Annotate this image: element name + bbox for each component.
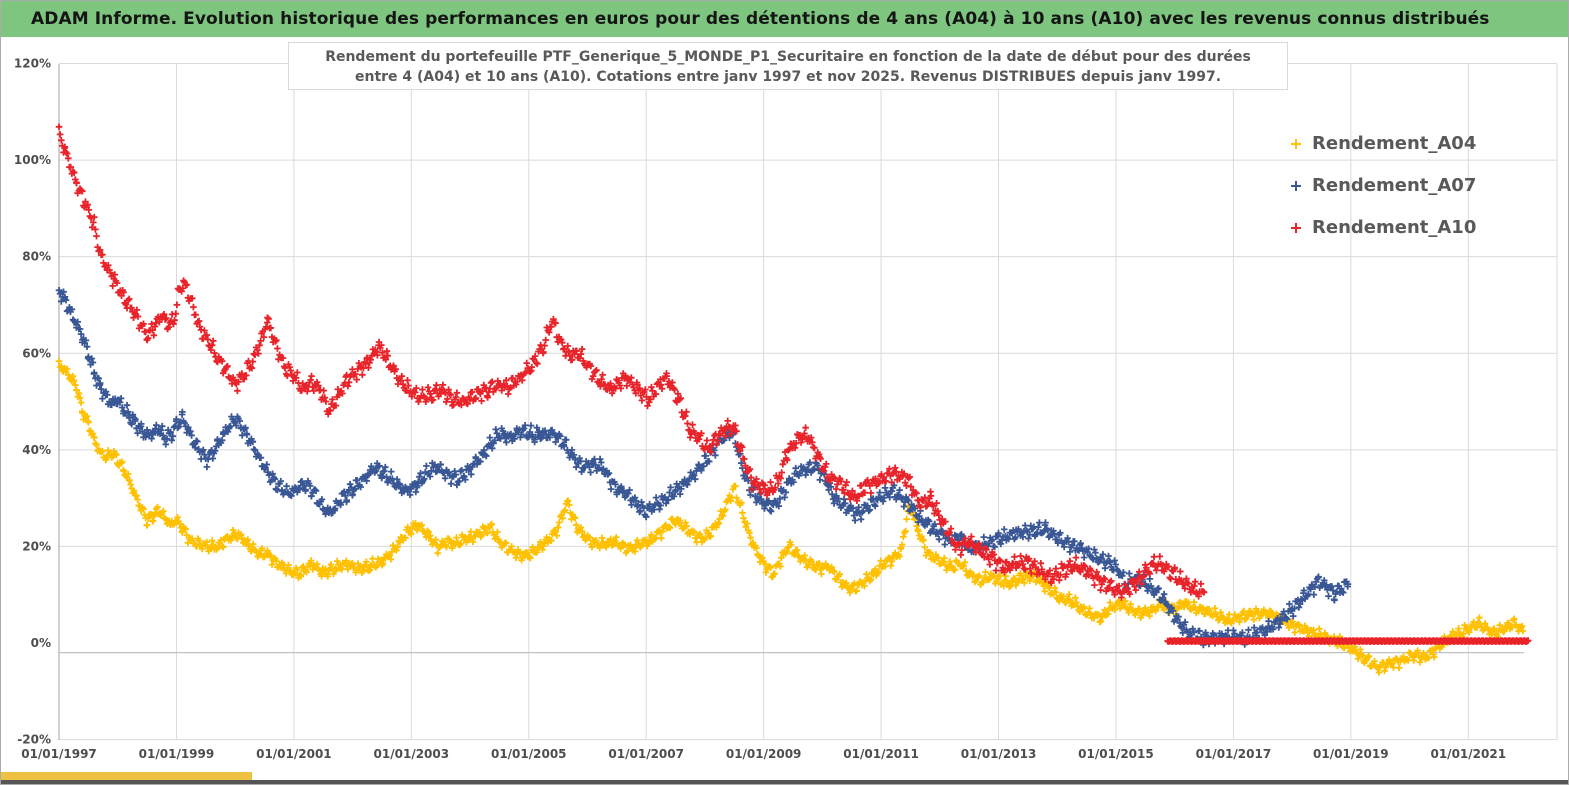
x-tick-label: 01/01/2015 (1078, 747, 1154, 761)
report-title: ADAM Informe. Evolution historique des p… (31, 9, 1490, 29)
x-tick-label: 01/01/2009 (726, 747, 802, 761)
y-tick-label: 120% (14, 57, 51, 71)
chart-title-box: Rendement du portefeuille PTF_Generique_… (288, 42, 1288, 90)
y-tick-label: 60% (22, 346, 51, 360)
x-tick-label: 01/01/2005 (491, 747, 567, 761)
plus-marker-icon (1291, 180, 1301, 191)
x-tick-label: 01/01/1999 (139, 747, 215, 761)
legend-label: Rendement_A07 (1312, 175, 1477, 196)
x-tick-label: 01/01/2019 (1313, 747, 1389, 761)
chart-title-line1: Rendement du portefeuille PTF_Generique_… (325, 49, 1251, 65)
x-tick-label: 01/01/2001 (256, 747, 332, 761)
legend-item-Rendement_A04: Rendement_A04 (1289, 132, 1476, 155)
scatter-plot: 120% 100% 80% 60% 40% 20% 0% -20%01/01/1997 01/0… (14, 57, 1558, 761)
series-Rendement_A10 (55, 123, 1208, 601)
series-Rendement_A10-flat (1164, 637, 1532, 645)
y-tick-label: 40% (22, 443, 51, 457)
legend-label: Rendement_A04 (1312, 133, 1477, 154)
x-tick-label: 01/01/2003 (374, 747, 450, 761)
legend-label: Rendement_A10 (1312, 217, 1477, 238)
legend: Rendement_A04 Rendement_A07 Rendement_A10 (1289, 132, 1476, 239)
chart-area: 120% 100% 80% 60% 40% 20% 0% -20% 01/01/1997 01/0… (1, 37, 1568, 772)
chart-title-line2: entre 4 (A04) et 10 ans (A10). Cotations… (354, 69, 1222, 85)
report-header-bar: ADAM Informe. Evolution historique des p… (1, 1, 1568, 37)
gold-bottom-accent (1, 772, 252, 780)
x-tick-label: 01/01/2007 (608, 747, 684, 761)
plus-marker-icon (1291, 222, 1301, 233)
y-tick-label: -20% (17, 733, 51, 747)
legend-item-Rendement_A07: Rendement_A07 (1289, 174, 1476, 197)
y-tick-label: 20% (22, 539, 51, 553)
series-Rendement_A07 (55, 287, 1352, 649)
y-tick-label: 0% (31, 636, 51, 650)
y-tick-label: 100% (14, 153, 51, 167)
series-Rendement_A04 (55, 357, 1527, 676)
window-bottom-edge (1, 780, 1568, 784)
x-tick-label: 01/01/2017 (1196, 747, 1272, 761)
x-tick-label: 01/01/2021 (1430, 747, 1506, 761)
y-tick-label: 80% (22, 250, 51, 264)
plus-marker-icon (1291, 138, 1301, 149)
x-tick-label: 01/01/2013 (961, 747, 1037, 761)
x-tick-label: 01/01/1997 (21, 747, 97, 761)
legend-item-Rendement_A10: Rendement_A10 (1289, 216, 1476, 239)
x-tick-label: 01/01/2011 (843, 747, 919, 761)
